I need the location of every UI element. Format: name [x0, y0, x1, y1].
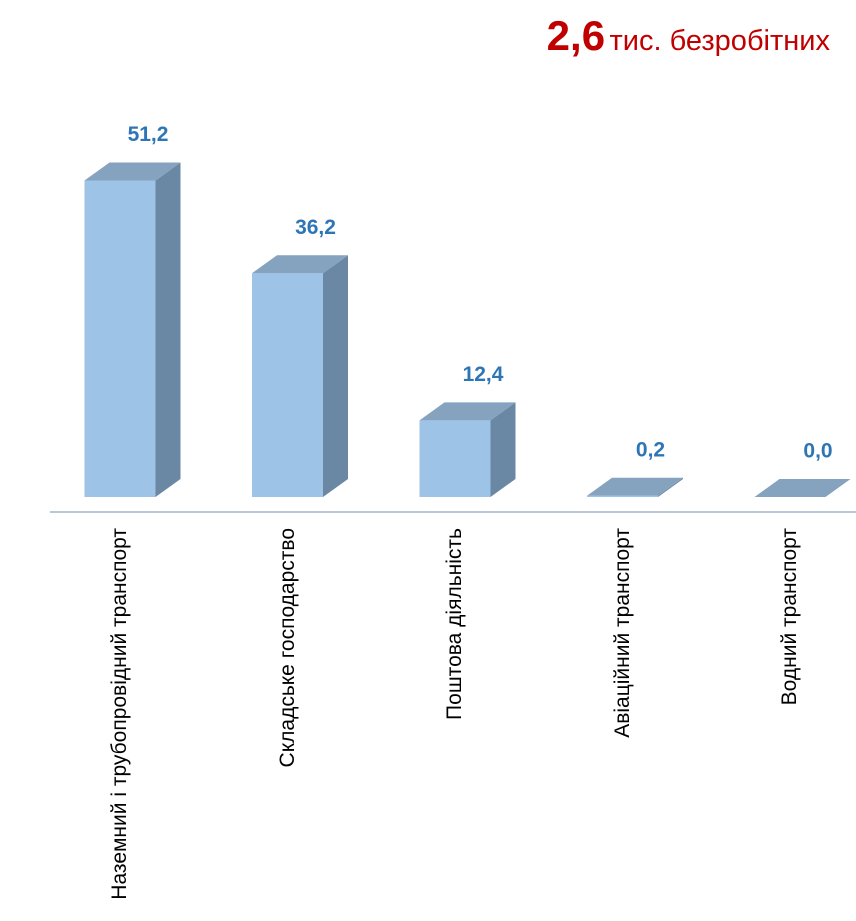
x-tick-label: Наземний і трубопровідний транспорт [108, 528, 131, 900]
bar [84, 162, 181, 497]
value-label: 36,2 [295, 216, 336, 239]
chart-title: 2,6 тис. безробітних [547, 12, 830, 60]
bar [419, 402, 516, 497]
bar-front [419, 420, 491, 497]
x-tick-label: Складське господарство [275, 528, 299, 768]
bar [252, 255, 348, 497]
bar-front [252, 273, 323, 497]
x-tick-label: Поштова діяльність [443, 528, 466, 720]
x-tick-label: Водний транспорт [778, 528, 801, 706]
bar-top [252, 255, 348, 274]
title-text: тис. безробітних [609, 25, 830, 57]
bar-side [658, 477, 683, 497]
value-label: 51,2 [128, 123, 169, 146]
title-number: 2,6 [546, 12, 606, 59]
bar-side [323, 255, 348, 497]
value-label: 0,0 [803, 440, 832, 463]
bar [754, 479, 851, 497]
bar-top [84, 162, 181, 181]
bar-side [490, 402, 516, 497]
value-label: 12,4 [463, 363, 504, 386]
bar-side [155, 162, 181, 497]
x-tick-label: Авіаційний транспорт [610, 528, 634, 738]
bar-front [587, 495, 658, 497]
value-label: 0,2 [636, 438, 665, 461]
bar-top [419, 402, 516, 421]
bar [587, 477, 683, 497]
bar-front [84, 180, 156, 497]
bar-top [754, 479, 851, 497]
bar-top [587, 477, 683, 496]
